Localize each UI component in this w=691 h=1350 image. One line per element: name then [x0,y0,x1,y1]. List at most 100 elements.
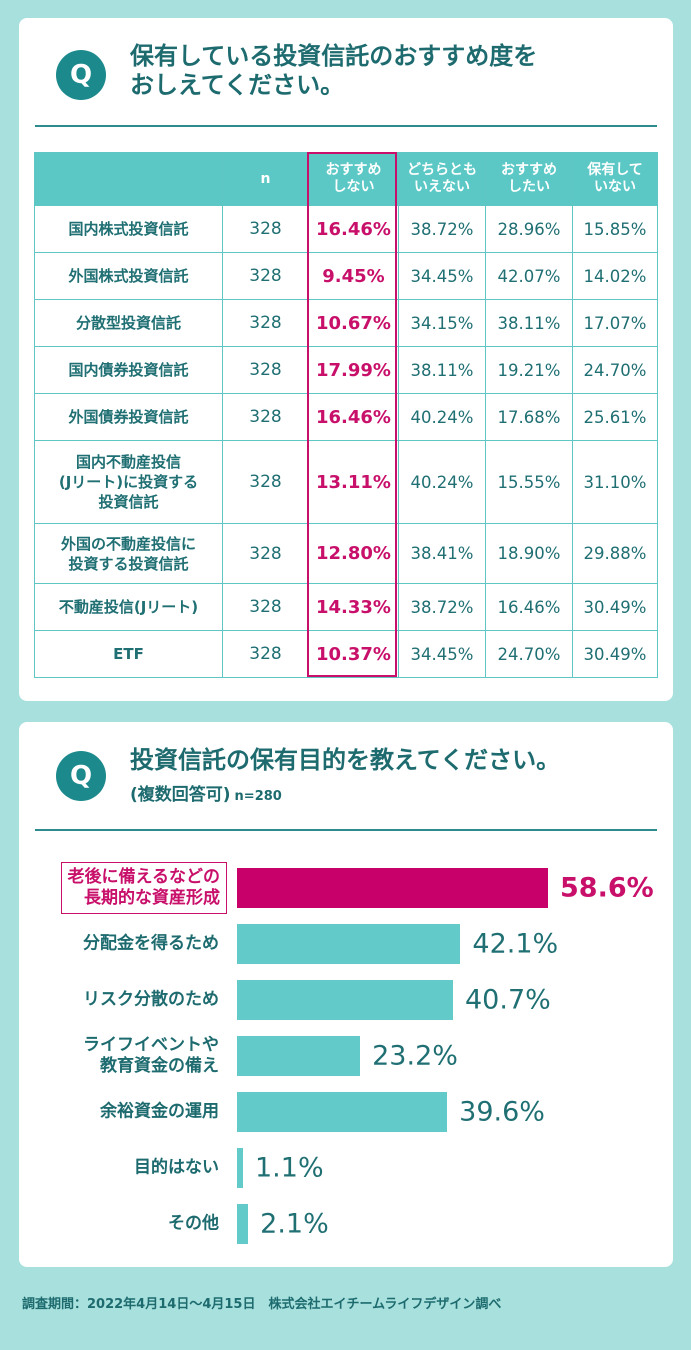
percent-cell: 34.15% [398,299,486,347]
sample-count-cell: 328 [222,393,309,441]
not-recommend-cell: 14.33% [308,583,399,631]
percent-cell: 38.72% [398,205,486,253]
row-label: 分散型投資信託 [34,299,223,347]
not-recommend-cell: 16.46% [308,393,399,441]
bar-value-label: 23.2% [372,1040,458,1072]
not-recommend-cell: 13.11% [308,440,399,524]
percent-cell: 16.46% [485,583,573,631]
table-row: 外国債券投資信託 328 16.46% 40.24% 17.68% 25.61% [34,393,658,441]
percent-cell: 38.11% [398,346,486,394]
bar-value-label: 1.1% [255,1152,324,1184]
percent-cell: 24.70% [572,346,658,394]
percent-cell: 15.55% [485,440,573,524]
bar [237,868,548,908]
category-label: ライフイベントや 教育資金の備え [83,1035,219,1076]
sample-count-cell: 328 [222,299,309,347]
column-header-blank [34,152,223,206]
bar-value-label: 39.6% [459,1096,545,1128]
table-row: 国内債券投資信託 328 17.99% 38.11% 19.21% 24.70% [34,346,658,394]
row-label: 外国の不動産投信に 投資する投資信託 [34,523,223,584]
percent-cell: 24.70% [485,630,573,678]
percent-cell: 38.11% [485,299,573,347]
percent-cell: 30.49% [572,630,658,678]
row-label: 国内不動産投信 (Jリート)に投資する 投資信託 [34,440,223,524]
question-subtitle: (複数回答可) n=280 [130,780,282,805]
bar [237,1148,243,1188]
row-label: 国内株式投資信託 [34,205,223,253]
not-recommend-cell: 10.67% [308,299,399,347]
percent-cell: 30.49% [572,583,658,631]
sample-size: n=280 [234,789,282,804]
category-label: その他 [168,1213,219,1234]
percent-cell: 42.07% [485,252,573,300]
row-label: 外国株式投資信託 [34,252,223,300]
bar-value-label: 58.6% [560,872,654,904]
recommendation-card: Q 保有している投資信託のおすすめ度を おしえてください。 n おすすめ しないど… [19,18,673,701]
not-recommend-cell: 12.80% [308,523,399,584]
column-header: 保有して いない [572,152,658,206]
sample-count-cell: 328 [222,346,309,394]
table-row: 分散型投資信託 328 10.67% 34.15% 38.11% 17.07% [34,299,658,347]
row-label: 国内債券投資信託 [34,346,223,394]
survey-footnote: 調査期間：2022年4月14日〜4月15日 株式会社エイチームライフデザイン調べ [22,1297,502,1312]
percent-cell: 29.88% [572,523,658,584]
sample-count-cell: 328 [222,523,309,584]
sample-count-cell: 328 [222,205,309,253]
table-row: 国内不動産投信 (Jリート)に投資する 投資信託 328 13.11% 40.24% 1… [34,440,658,524]
bar [237,1036,361,1076]
percent-cell: 17.07% [572,299,658,347]
bar [237,924,461,964]
percent-cell: 14.02% [572,252,658,300]
column-header: おすすめ したい [485,152,573,206]
row-label: 外国債券投資信託 [34,393,223,441]
bar [237,980,453,1020]
percent-cell: 34.45% [398,252,486,300]
sample-count-cell: 328 [222,630,309,678]
table-row: 国内株式投資信託 328 16.46% 38.72% 28.96% 15.85% [34,205,658,253]
table-row: 外国の不動産投信に 投資する投資信託 328 12.80% 38.41% 18.90% 2… [34,523,658,584]
sample-count-cell: 328 [222,583,309,631]
question-title: 投資信託の保有目的を教えてください。 [130,746,561,774]
bar [237,1204,249,1244]
divider [35,829,657,831]
percent-cell: 17.68% [485,393,573,441]
bar-value-label: 2.1% [260,1208,329,1240]
not-recommend-cell: 16.46% [308,205,399,253]
percent-cell: 40.24% [398,393,486,441]
percent-cell: 31.10% [572,440,658,524]
sample-count-cell: 328 [222,440,309,524]
recommendation-table: n おすすめ しない どちらとも いえない おすすめ したい 保有して いない 国内株式… [34,152,658,678]
table-row: ETF 328 10.37% 34.45% 24.70% 30.49% [34,630,658,678]
not-recommend-cell: 10.37% [308,630,399,678]
column-header: おすすめ しない [308,152,399,206]
sample-count-cell: 328 [222,252,309,300]
question-badge: Q [56,751,106,801]
category-label: 余裕資金の運用 [100,1101,219,1122]
column-header: どちらとも いえない [398,152,486,206]
divider [35,125,657,127]
table-row: 外国株式投資信託 328 9.45% 34.45% 42.07% 14.02% [34,252,658,300]
not-recommend-cell: 17.99% [308,346,399,394]
bar-value-label: 40.7% [465,984,551,1016]
not-recommend-cell: 9.45% [308,252,399,300]
subtitle-text: (複数回答可) [130,785,231,805]
row-label: 不動産投信(Jリート) [34,583,223,631]
percent-cell: 25.61% [572,393,658,441]
percent-cell: 38.72% [398,583,486,631]
percent-cell: 34.45% [398,630,486,678]
percent-cell: 28.96% [485,205,573,253]
table-row: 不動産投信(Jリート) 328 14.33% 38.72% 16.46% 30.49% [34,583,658,631]
category-label: 目的はない [134,1157,219,1178]
row-label: ETF [34,630,223,678]
question-badge: Q [56,50,106,100]
question-title: 保有している投資信託のおすすめ度を おしえてください。 [130,42,538,99]
percent-cell: 19.21% [485,346,573,394]
bar-value-label: 42.1% [472,928,559,960]
percent-cell: 15.85% [572,205,658,253]
category-label: リスク分散のため [83,989,219,1010]
bar [237,1092,448,1132]
purpose-card: Q 投資信託の保有目的を教えてください。 (複数回答可) n=280 老後に備える… [19,722,673,1267]
category-label: 分配金を得るため [83,933,219,954]
percent-cell: 18.90% [485,523,573,584]
category-label: 老後に備えるなどの 長期的な資産形成 [60,862,227,914]
